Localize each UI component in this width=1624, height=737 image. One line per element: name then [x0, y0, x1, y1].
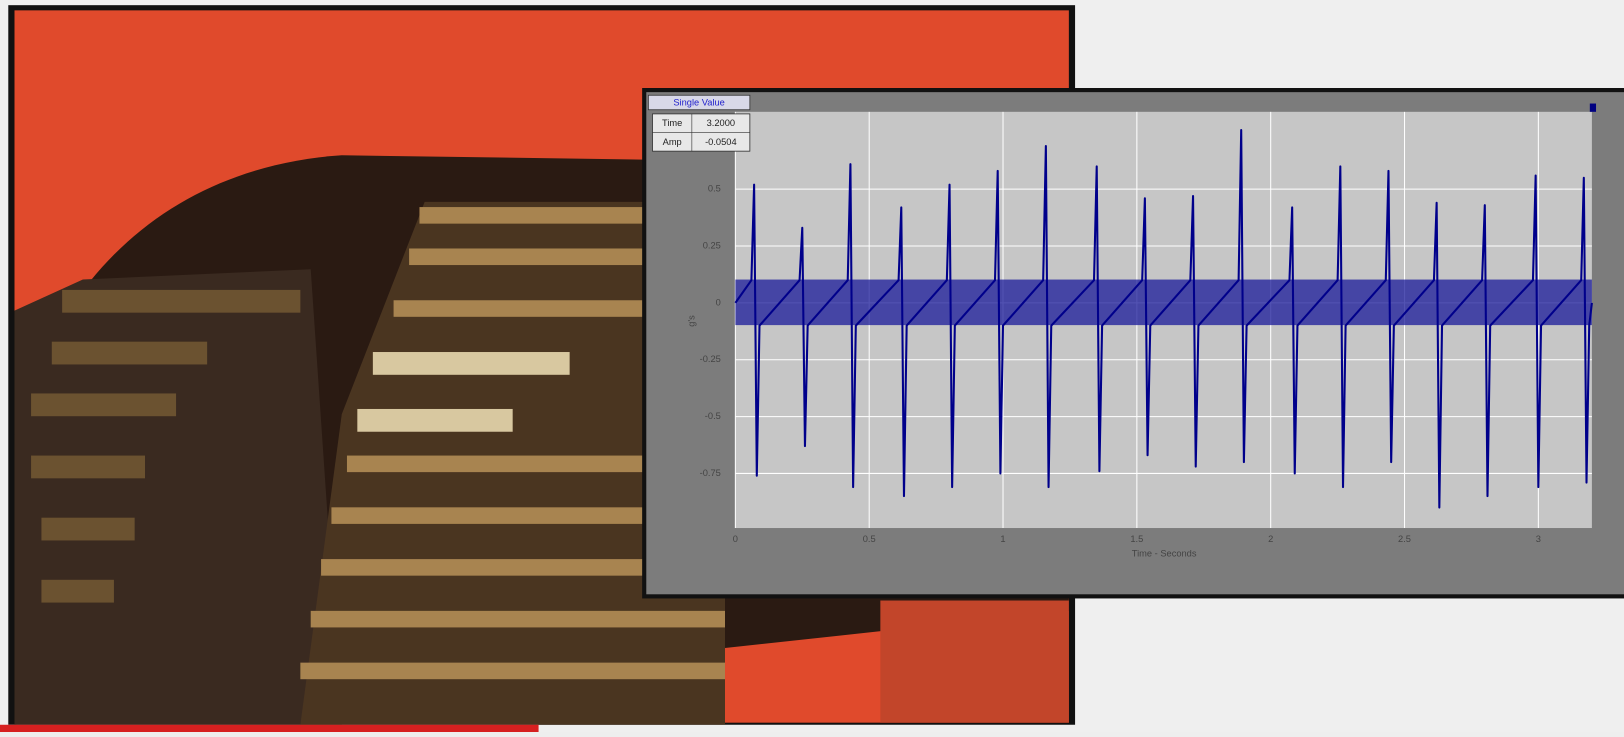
y-tick-label: -0.5	[705, 411, 721, 421]
x-tick-label: 2.5	[1398, 534, 1411, 544]
y-axis-label: g's	[686, 315, 696, 327]
photo-red-lower	[880, 601, 1069, 723]
y-tick-label: -0.75	[700, 468, 721, 478]
cursor-label: Amp	[663, 137, 682, 147]
x-axis-label: Time - Seconds	[1132, 548, 1197, 558]
y-tick-label: 0.5	[708, 184, 721, 194]
cursor-value: -0.0504	[705, 137, 737, 147]
x-tick-label: 3	[1536, 534, 1541, 544]
cursor-value: 3.2000	[707, 118, 735, 128]
x-tick-label: 2	[1268, 534, 1273, 544]
x-tick-label: 1	[1000, 534, 1005, 544]
cursor-title: Single Value	[673, 97, 725, 107]
y-tick-label: 0	[716, 297, 721, 307]
page: {"chart_data": {"type": "line", "xlabel"…	[0, 0, 1624, 732]
cursor-label: Time	[662, 118, 682, 128]
x-tick-label: 0	[733, 534, 738, 544]
y-tick-label: -0.25	[700, 354, 721, 364]
x-tick-label: 1.5	[1130, 534, 1143, 544]
cursor-box: Single Value Time 3.2000 Amp -0.0504	[648, 95, 750, 151]
corner-marker	[1590, 104, 1596, 112]
video-frame: Time - Seconds g's Single Value Time 3.2…	[0, 0, 1624, 732]
small-gear	[15, 269, 342, 725]
y-tick-label: 0.25	[703, 240, 721, 250]
x-tick-label: 0.5	[863, 534, 876, 544]
progress-bar	[0, 725, 539, 732]
